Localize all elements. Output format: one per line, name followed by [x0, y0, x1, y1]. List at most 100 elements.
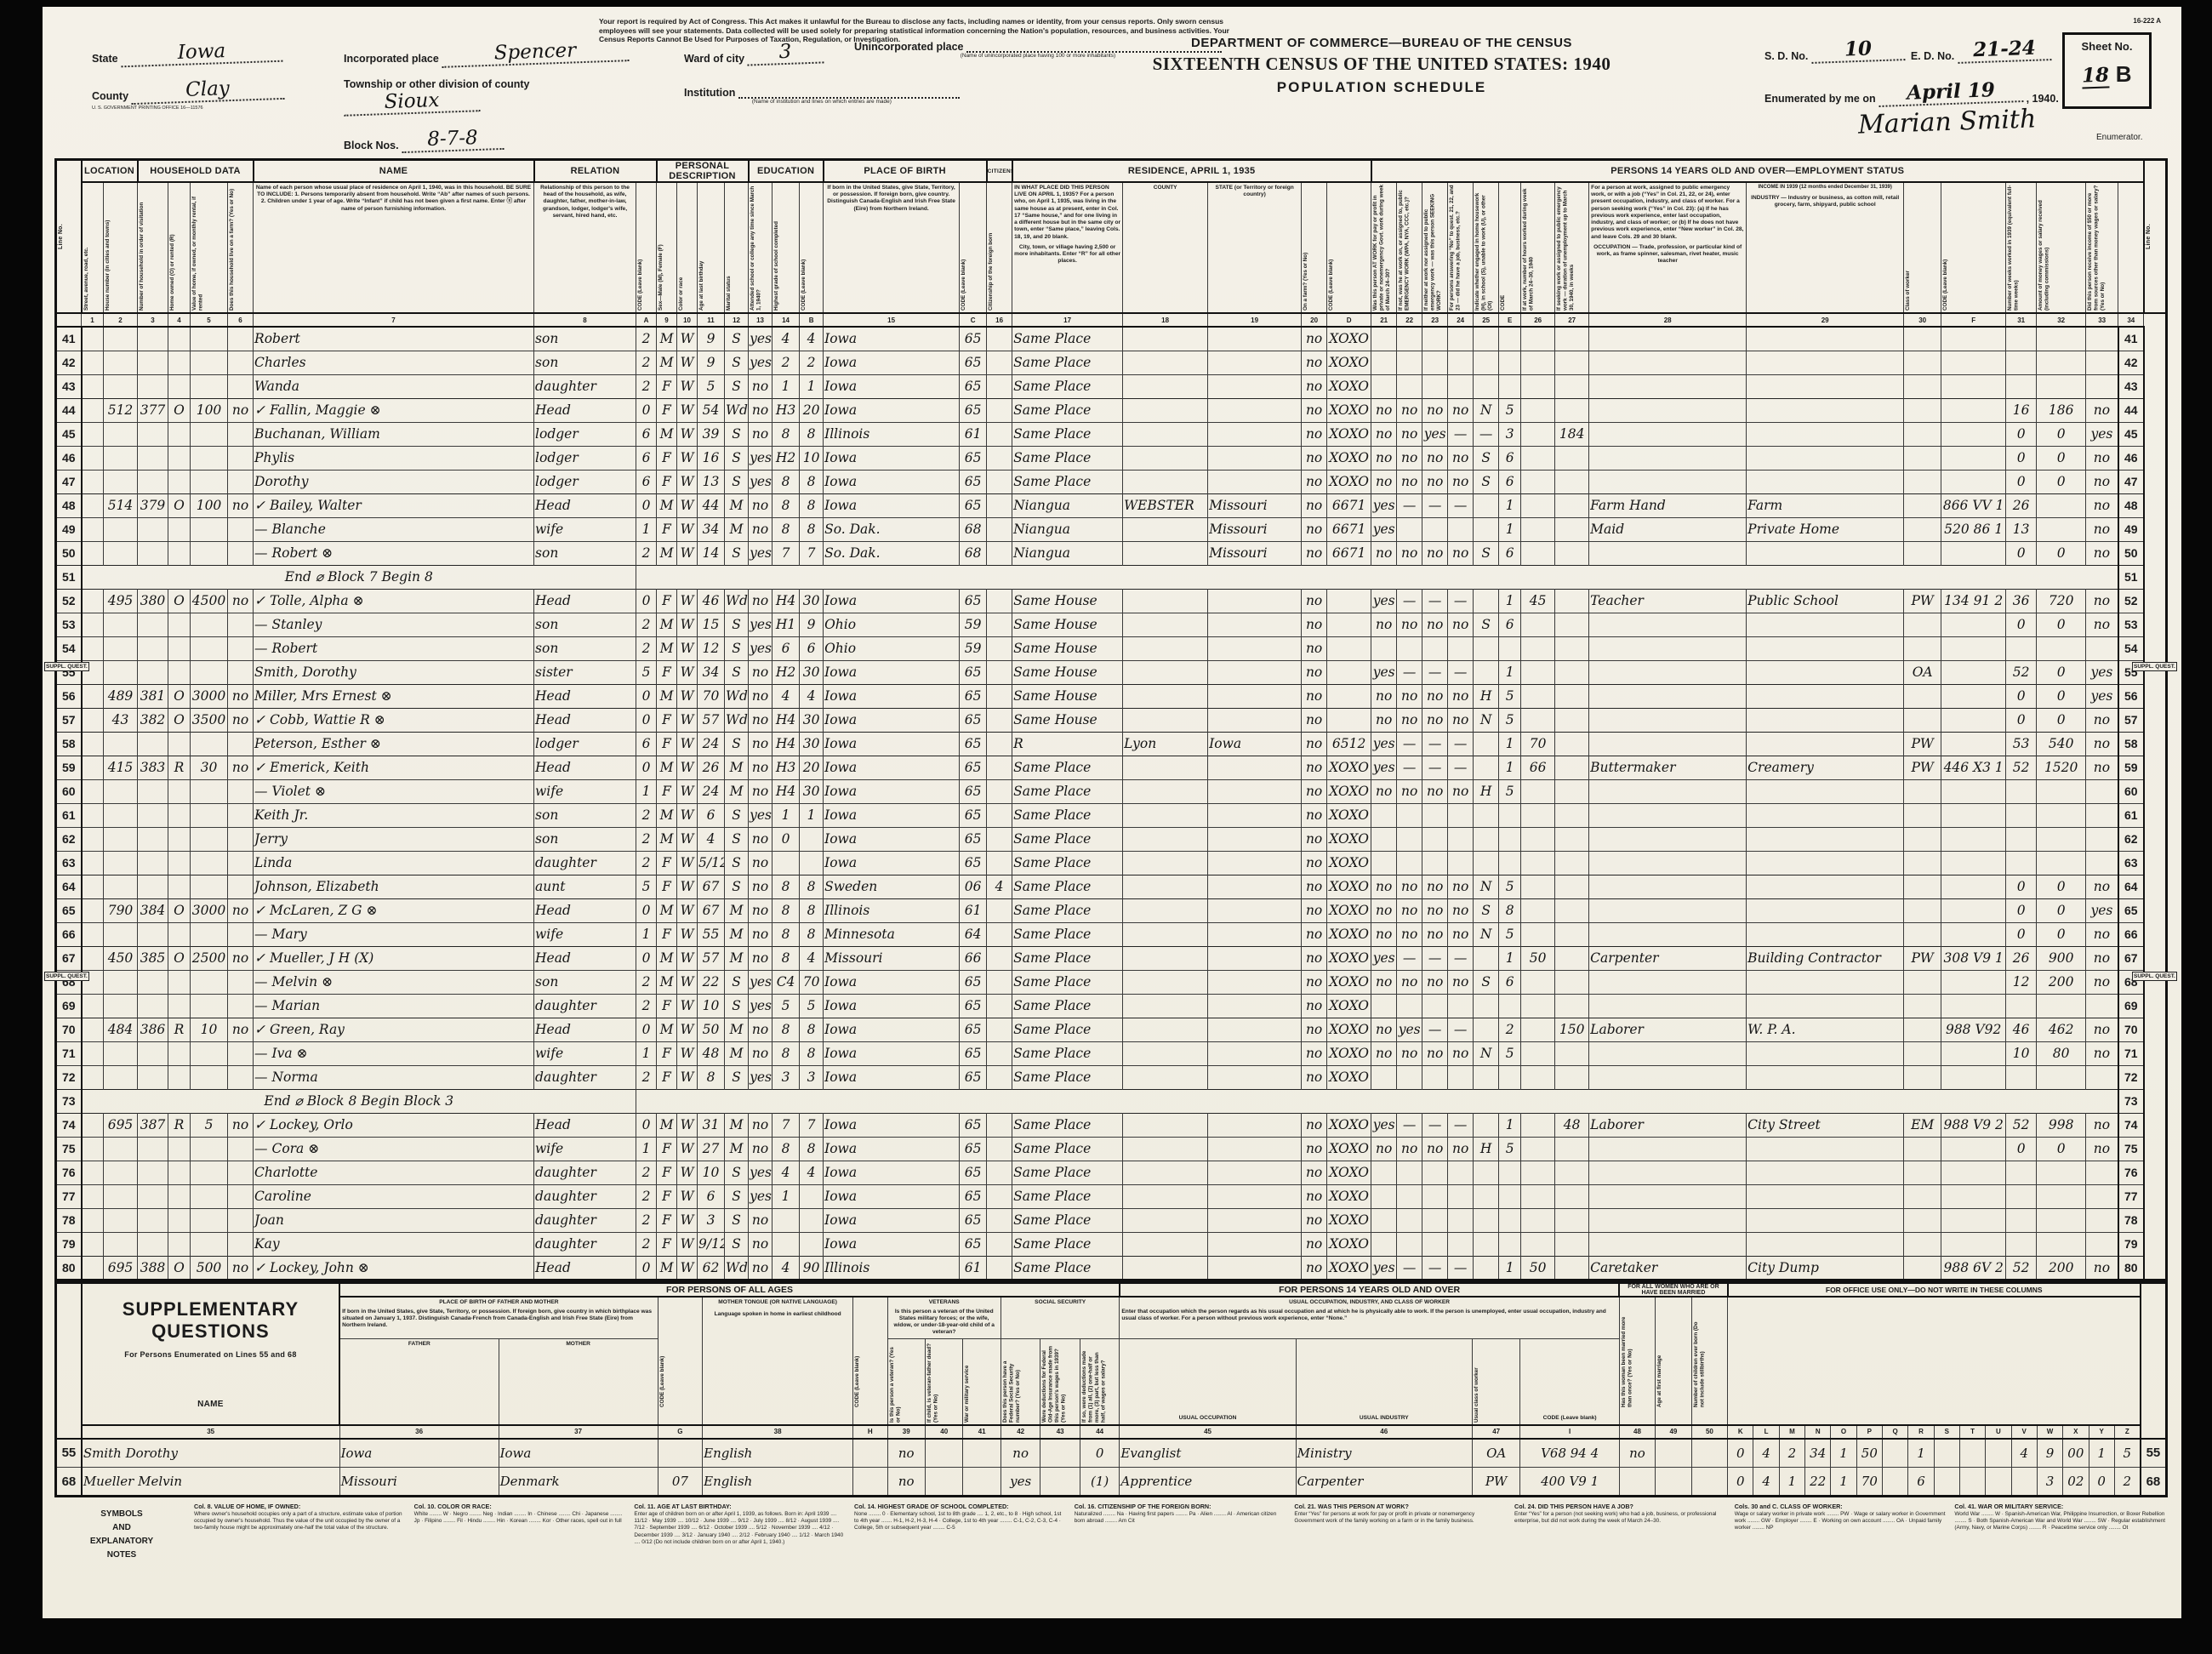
cell-cty [1122, 397, 1209, 423]
cell-ms: M [724, 945, 750, 971]
cell-street [81, 921, 104, 947]
cell-fc: 988 V92 [1941, 1017, 2007, 1042]
cell-age: 54 [697, 397, 726, 423]
cell-bp: Iowa [823, 588, 961, 613]
cell-t: R [168, 1112, 191, 1138]
cell-w2: no [1396, 445, 1423, 471]
col-num: 12 [724, 312, 750, 328]
cell-cls [1903, 516, 1942, 542]
cell-gr: 8 [772, 898, 801, 923]
cell-st [1207, 683, 1303, 709]
supp-col-num: 50 [1690, 1423, 1729, 1440]
cell-cit [986, 779, 1013, 804]
cell-age: 39 [697, 421, 726, 447]
cell-w4 [1447, 636, 1474, 661]
cell-fm [226, 993, 254, 1018]
cell-bc: 65 [959, 1112, 988, 1138]
band-all-ages: FOR PERSONS OF ALL AGES [339, 1281, 1120, 1298]
cell-rc: 0 [636, 945, 658, 971]
col-num: 14 [772, 312, 801, 328]
cell-bc: 65 [959, 326, 988, 351]
cell-gc: 8 [799, 1017, 824, 1042]
cell-w5 [1473, 659, 1500, 685]
cell-val [190, 1136, 228, 1161]
cell-sex: M [656, 969, 678, 995]
group-header: NAME [252, 158, 535, 183]
cell-rf: no [1301, 516, 1328, 542]
cell-gc [799, 850, 824, 875]
supp-subband-row: PLACE OF BIRTH OF FATHER AND MOTHER If bo… [56, 1295, 2167, 1426]
col-num: 25 [1473, 312, 1500, 328]
cell-rc: 2 [636, 1183, 658, 1209]
cell-w3: no [1422, 707, 1449, 733]
cell-gc [799, 826, 824, 852]
cell-rc: 2 [636, 969, 658, 995]
table-row: 80 695 388 O 500 no ✓ Lockey, John ⊗ Head 0 M W 62 W… [54, 1255, 2167, 1280]
cell-street [81, 802, 104, 828]
cell-rcode [1326, 636, 1372, 661]
cell-sch: no [748, 516, 773, 542]
cell-ms: M [724, 1041, 750, 1066]
cell-city: Same Place [1012, 993, 1124, 1018]
cell-oi: no [2085, 1136, 2119, 1161]
cell-street [81, 1160, 104, 1185]
cell-w5 [1473, 945, 1500, 971]
cell-name: ✓ Green, Ray [253, 1017, 535, 1042]
cell-gc: 4 [799, 945, 824, 971]
cell-v [137, 993, 168, 1018]
cell-occ [1588, 802, 1747, 828]
cell-cit [986, 540, 1013, 566]
cell-sex: F [656, 588, 678, 613]
cell-city: Same Place [1012, 755, 1124, 780]
supp-pob-header: PLACE OF BIRTH OF FATHER AND MOTHER If bo… [339, 1296, 658, 1339]
cell-col: W [676, 1112, 698, 1138]
cell-street [81, 516, 104, 542]
line-number: 41 [54, 326, 83, 351]
cell-cls [1903, 969, 1942, 995]
supp-office-cell: 6 [1907, 1467, 1935, 1497]
col-header-col: Color or race [676, 181, 698, 314]
line-number: 69 [54, 993, 83, 1018]
cell-w5 [1473, 493, 1500, 518]
supp-usual-occ: USUAL OCCUPATION [1119, 1337, 1297, 1426]
cell-street [81, 1231, 104, 1257]
line-number: 70 [2117, 1017, 2145, 1042]
cell-gr: 8 [772, 421, 801, 447]
cell-w5 [1473, 1255, 1500, 1280]
col-header-rc: CODE (Leave blank) [636, 181, 658, 314]
cell-cit [986, 1207, 1013, 1233]
col-num: 28 [1588, 312, 1747, 328]
cell-ind [1746, 826, 1905, 852]
cell-hrs [1520, 1064, 1556, 1090]
cell-hn: 695 [103, 1255, 138, 1280]
cell-w2 [1396, 826, 1423, 852]
cell-street [81, 1183, 104, 1209]
cell-t [168, 993, 191, 1018]
cell-dur [1554, 1041, 1590, 1066]
cell-occ [1588, 921, 1747, 947]
col-header-bc: CODE (Leave blank) [959, 181, 988, 314]
cell-w2: no [1396, 612, 1423, 637]
line-number: 42 [54, 350, 83, 375]
cell-ind: W. P. A. [1746, 1017, 1905, 1042]
supp-number-row: 35 36 37 G 38 H 39 40 41 42 43 44 45 46 47 I 48 49 50 K L M N O… [56, 1423, 2167, 1440]
cell-we [1498, 1064, 1522, 1090]
cell-val: 5 [190, 1112, 228, 1138]
table-row: 51 End ⌀ Block 7 Begin 8 51 [54, 564, 2167, 590]
cell-w3: no [1422, 445, 1449, 471]
cell-rf: no [1301, 755, 1328, 780]
cell-v: 384 [137, 898, 168, 923]
cell-sex: F [656, 1136, 678, 1161]
line-number: 60 [54, 779, 83, 804]
cell-we [1498, 1160, 1522, 1185]
cell-dur [1554, 755, 1590, 780]
cell-wg: 998 [2036, 1112, 2087, 1138]
cell-ind: Farm [1746, 493, 1905, 518]
cell-bc: 65 [959, 397, 988, 423]
cell-wg [2036, 493, 2087, 518]
cell-we: 1 [1498, 588, 1522, 613]
cell-wk [2005, 350, 2038, 375]
